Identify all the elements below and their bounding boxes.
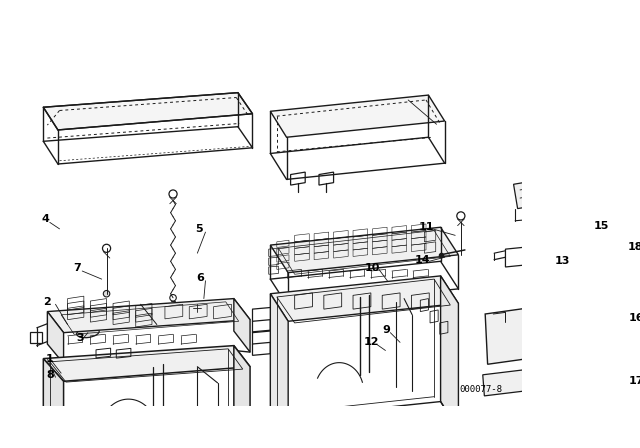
Polygon shape [270, 95, 445, 137]
Polygon shape [536, 368, 549, 397]
Text: 10: 10 [365, 263, 380, 273]
Text: 000077-8: 000077-8 [460, 385, 502, 394]
Polygon shape [44, 93, 253, 130]
Bar [81, 410, 87, 433]
Polygon shape [440, 276, 458, 430]
Polygon shape [513, 180, 542, 209]
Text: 11: 11 [419, 222, 434, 232]
Text: 15: 15 [593, 220, 609, 231]
Circle shape [103, 290, 110, 297]
Text: 16: 16 [629, 313, 640, 323]
Polygon shape [44, 358, 63, 448]
Bar [153, 363, 163, 371]
Text: 14: 14 [415, 254, 431, 265]
Bar [358, 294, 370, 300]
Text: 4: 4 [41, 214, 49, 224]
Polygon shape [47, 298, 250, 333]
Text: 5: 5 [195, 224, 203, 234]
Text: 13: 13 [554, 256, 570, 266]
Ellipse shape [77, 327, 99, 338]
Polygon shape [234, 298, 250, 352]
Text: 1: 1 [46, 353, 54, 364]
Polygon shape [44, 345, 250, 381]
Polygon shape [270, 276, 458, 321]
Text: 3: 3 [77, 332, 84, 343]
Text: 2: 2 [44, 297, 51, 307]
Text: 8: 8 [46, 370, 54, 380]
Polygon shape [47, 311, 63, 363]
Polygon shape [525, 308, 540, 368]
Text: 9: 9 [382, 325, 390, 335]
Text: 6: 6 [196, 272, 205, 283]
Polygon shape [234, 345, 250, 448]
Text: 7: 7 [74, 263, 81, 273]
Polygon shape [483, 368, 538, 396]
Text: 17: 17 [629, 376, 640, 386]
Text: 18: 18 [627, 242, 640, 252]
Polygon shape [485, 308, 528, 364]
Polygon shape [270, 227, 458, 273]
Text: 12: 12 [364, 337, 380, 347]
Bar [90, 410, 97, 433]
Polygon shape [270, 294, 288, 447]
Bar [30, 332, 42, 343]
